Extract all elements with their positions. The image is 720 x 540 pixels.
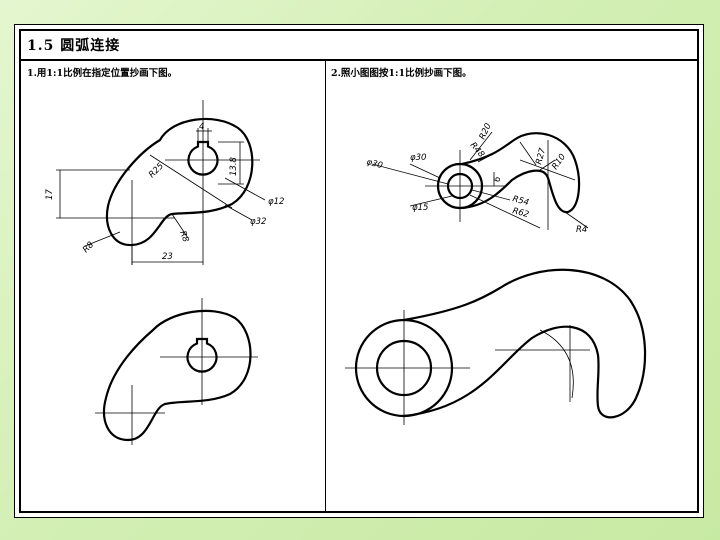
page-title: 1.5 圆弧连接	[27, 38, 121, 54]
dim-6: 6	[493, 176, 503, 182]
dim-phi30-a: φ30	[410, 153, 426, 163]
drawing-frame: 1.5 圆弧连接 1.用1:1比例在指定位置抄画下图。 2.照小图图按1:1比例…	[19, 29, 699, 513]
dim-r27: R27	[534, 146, 548, 165]
dim-r54: R54	[511, 194, 530, 208]
dim-phi12: φ12	[268, 197, 284, 207]
task-1-label: 1.用1:1比例在指定位置抄画下图。	[27, 68, 178, 79]
cam-copy-outline	[102, 309, 252, 442]
hub-keyway	[187, 140, 219, 176]
dim-phi15: φ15	[412, 203, 428, 213]
hub-keyway-copy	[186, 337, 218, 373]
dim-phi32: φ32	[250, 217, 266, 227]
boss-inner-circle	[446, 172, 474, 200]
hook-outline	[461, 132, 581, 214]
panel-divider	[325, 59, 326, 511]
right-reference-figure: R20 R48 R27 R10 φ30 φ30 6 R54 R62 φ15 R4	[365, 122, 589, 235]
right-copy-figure	[345, 268, 647, 425]
dim-13-8: 13.8	[229, 156, 239, 176]
dim-r8-right: R8	[177, 230, 190, 245]
left-reference-figure: 4 13.8 R25 φ12 φ32 17 R8 R8 23	[45, 100, 284, 265]
dim-phi30-b: φ30	[365, 157, 383, 171]
dim-r4: R4	[576, 225, 587, 235]
boss-outer-circle	[436, 162, 484, 210]
dim-23: 23	[162, 252, 173, 262]
dim-17: 17	[45, 189, 55, 200]
hook-copy-outline	[403, 268, 647, 419]
dim-r20: R20	[478, 122, 494, 141]
centerline-arc	[539, 329, 574, 399]
title-rule	[21, 59, 697, 61]
dim-r62: R62	[511, 206, 530, 220]
dim-r10: R10	[550, 152, 568, 171]
left-copy-figure	[95, 298, 258, 445]
dim-r25: R25	[147, 161, 166, 180]
boss-copy-inner-circle	[375, 339, 433, 397]
task-2-label: 2.照小图图按1:1比例抄画下图。	[331, 68, 472, 79]
drawing-sheet: 1.5 圆弧连接 1.用1:1比例在指定位置抄画下图。 2.照小图图按1:1比例…	[14, 24, 704, 518]
dim-4: 4	[199, 122, 204, 132]
